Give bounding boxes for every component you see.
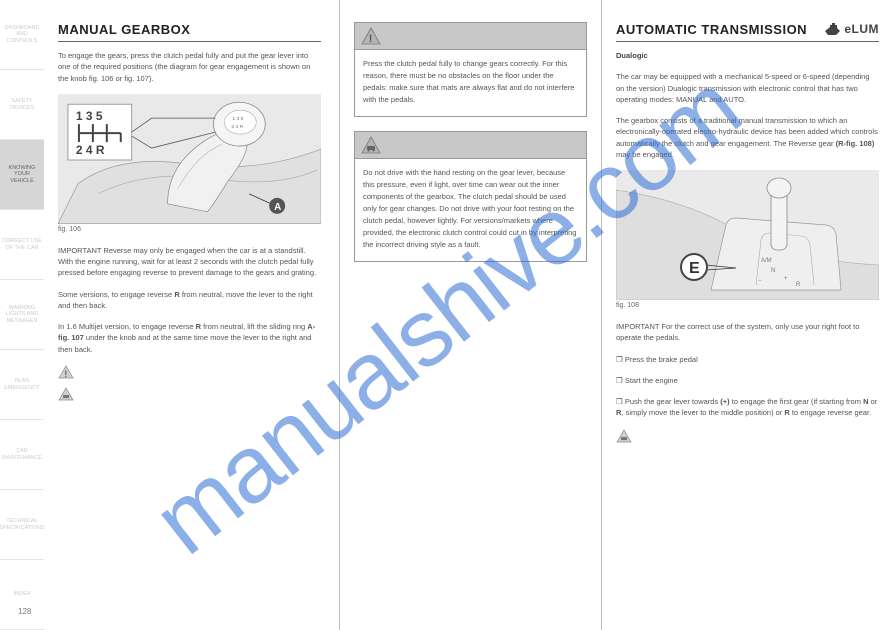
column-middle: ! Press the clutch pedal fully to change… <box>340 0 602 630</box>
svg-text:!: ! <box>64 369 67 379</box>
svg-text:N: N <box>771 268 775 274</box>
svg-text:−: − <box>758 278 762 284</box>
hand-icon <box>824 22 842 36</box>
rule <box>616 41 879 42</box>
car-triangle-icon <box>616 429 632 443</box>
paragraph: The gearbox consists of a traditional ma… <box>616 115 879 160</box>
svg-text:+: + <box>784 276 788 282</box>
rule <box>58 41 321 42</box>
info-box-header <box>354 131 587 159</box>
info-box-body: Do not drive with the hand resting on th… <box>354 159 587 262</box>
warning-icon-row: ! <box>58 365 321 379</box>
car-icon-row <box>58 387 321 401</box>
svg-text:A/M: A/M <box>761 258 772 264</box>
figure-label: fig. 106 <box>58 226 321 233</box>
warning-box-body: Press the clutch pedal fully to change g… <box>354 50 587 117</box>
column-left: MANUAL GEARBOX To engage the gears, pres… <box>0 0 340 630</box>
paragraph: To engage the gears, press the clutch pe… <box>58 50 321 84</box>
svg-text:2 4 R: 2 4 R <box>76 143 105 157</box>
gear-knob-illustration: 1 3 5 2 4 R A 1 3 5 2 4 R <box>58 94 321 224</box>
paragraph: The car may be equipped with a mechanica… <box>616 71 879 105</box>
page: DASHBOARD AND CONTROLS SAFETY DEVICES KN… <box>0 0 893 630</box>
warning-box-header: ! <box>354 22 587 50</box>
info-text: Do not drive with the hand resting on th… <box>363 167 578 251</box>
figure-label: fig. 108 <box>616 302 879 309</box>
list-item: ❒ Push the gear lever towards (+) to eng… <box>616 396 879 419</box>
warning-text: Press the clutch pedal fully to change g… <box>363 58 578 106</box>
svg-text:1 3 5: 1 3 5 <box>232 116 243 122</box>
car-triangle-icon <box>58 387 74 401</box>
car-icon-row <box>616 429 879 443</box>
list-item: ❒ Press the brake pedal <box>616 354 879 365</box>
car-triangle-icon <box>361 136 381 154</box>
paragraph: IMPORTANT For the correct use of the sys… <box>616 321 879 344</box>
figure-gear-knob: 1 3 5 2 4 R A 1 3 5 2 4 R <box>58 94 321 224</box>
automatic-trans-title: AUTOMATIC TRANSMISSION <box>616 22 824 37</box>
manual-gearbox-title: MANUAL GEARBOX <box>58 22 321 37</box>
paragraph: In 1.6 Multijet version, to engage rever… <box>58 321 321 355</box>
column-right: AUTOMATIC TRANSMISSION eLUM Dualogic The… <box>602 0 893 630</box>
page-number: 128 <box>18 607 31 616</box>
svg-text:R: R <box>796 282 801 288</box>
svg-text:!: ! <box>369 33 373 45</box>
figure-auto-lever: A/M N + R − E <box>616 170 879 300</box>
warning-triangle-icon: ! <box>361 27 381 45</box>
list-item: ❒ Start the engine <box>616 375 879 386</box>
svg-text:E: E <box>689 260 700 277</box>
svg-text:2 4 R: 2 4 R <box>231 124 243 130</box>
paragraph: IMPORTANT Reverse may only be engaged wh… <box>58 245 321 279</box>
auto-lever-illustration: A/M N + R − E <box>616 170 879 300</box>
svg-text:A: A <box>274 202 281 213</box>
svg-text:1 3 5: 1 3 5 <box>76 109 103 123</box>
paragraph: Some versions, to engage reverse R from … <box>58 289 321 312</box>
subtitle: Dualogic <box>616 50 879 61</box>
elum-badge: eLUM <box>824 22 879 36</box>
warning-triangle-icon: ! <box>58 365 74 379</box>
